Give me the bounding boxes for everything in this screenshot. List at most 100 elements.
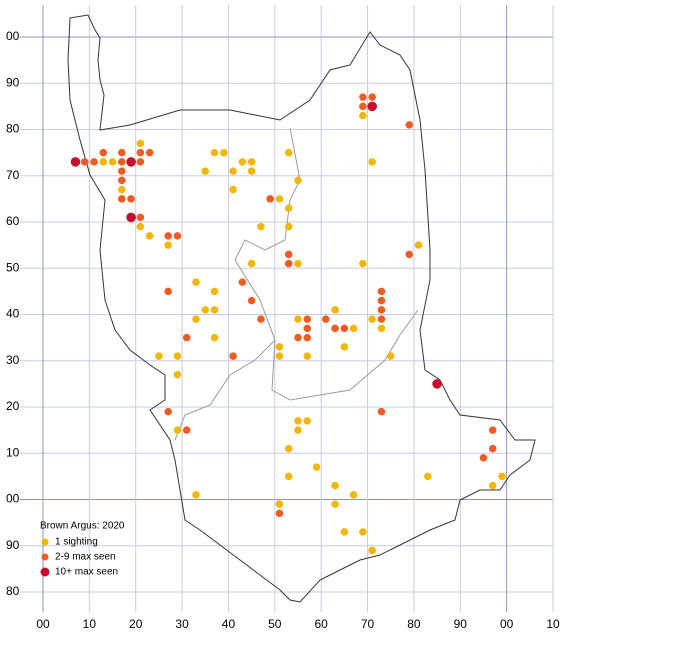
sighting-dot (368, 93, 376, 101)
y-tick-label: 50 (6, 260, 20, 274)
sighting-dot (359, 259, 367, 268)
legend-marker (41, 553, 49, 561)
sighting-dot (192, 278, 200, 286)
sighting-dot (247, 167, 256, 175)
x-tick-label: 60 (315, 617, 329, 631)
sighting-dot (192, 491, 200, 499)
sighting-dot (359, 528, 367, 536)
sighting-dot (118, 148, 126, 157)
sighting-dot (275, 343, 284, 351)
sighting-dot (155, 352, 163, 360)
sighting-dot (303, 417, 312, 425)
sighting-dot (164, 232, 172, 240)
sighting-dot (284, 259, 293, 268)
sighting-dot (108, 158, 117, 166)
sighting-dot (257, 222, 265, 231)
sighting-dot (284, 204, 293, 212)
sighting-dot (377, 324, 386, 333)
x-tick-label: 00 (36, 617, 50, 631)
sighting-dot (136, 158, 145, 166)
sighting-dot (284, 444, 293, 453)
sighting-dot (99, 158, 108, 166)
sighting-dot (377, 296, 386, 305)
sighting-dot (331, 481, 339, 490)
sighting-dot (331, 324, 339, 333)
sighting-dot (414, 241, 423, 249)
sighting-dot (201, 167, 210, 175)
sighting-dot (182, 333, 191, 342)
legend-label: 1 sighting (55, 537, 98, 548)
sighting-dot (284, 222, 293, 231)
legend-marker (41, 538, 49, 546)
sighting-dot (247, 259, 256, 268)
sighting-dot (368, 315, 376, 323)
sighting-dot (126, 212, 136, 223)
sighting-dot (432, 379, 442, 389)
x-tick-label: 50 (268, 617, 282, 631)
y-tick-label: 20 (6, 399, 20, 413)
sighting-dot (377, 315, 386, 323)
sighting-dot (284, 148, 293, 157)
sighting-dot (498, 472, 506, 481)
sighting-dot (70, 157, 81, 167)
sighting-dot (164, 407, 172, 416)
sighting-dot (118, 167, 126, 175)
x-tick-label: 70 (361, 617, 375, 631)
x-tick-label: 00 (500, 617, 514, 631)
grid: 00 90 80 70 60 50 40 30 20 10 00 90 80 00 10 20 30 40 50 60… (6, 5, 560, 631)
sighting-dot (247, 296, 256, 305)
y-tick-label: 70 (6, 168, 20, 182)
sighting-dot (312, 463, 321, 471)
sighting-dot (488, 444, 497, 453)
x-tick-label: 30 (175, 617, 189, 631)
sighting-dot (359, 111, 367, 120)
sighting-dot (294, 259, 302, 268)
sighting-dot (284, 250, 293, 259)
x-tick-label: 10 (546, 617, 560, 631)
sighting-dot (488, 481, 497, 490)
sighting-dot (294, 315, 302, 323)
sighting-dot (424, 472, 432, 481)
sighting-dot (90, 158, 98, 166)
sighting-dot (238, 158, 247, 166)
sighting-dot (275, 509, 284, 518)
y-tick-label: 90 (6, 75, 20, 89)
sighting-dot (284, 472, 293, 481)
sighting-dot (377, 287, 386, 296)
sighting-dot (210, 333, 219, 342)
legend-label: 10+ max seen (55, 567, 118, 578)
sighting-dot (136, 222, 145, 231)
sighting-dot (368, 158, 376, 166)
sighting-dot (210, 306, 219, 314)
sighting-dot (136, 139, 145, 148)
sighting-dot (340, 528, 349, 536)
sighting-dot (294, 426, 302, 434)
legend-marker (40, 567, 50, 577)
y-tick-label: 40 (6, 307, 20, 321)
sighting-dot (136, 213, 145, 222)
sighting-dot (80, 158, 89, 166)
sighting-dot (322, 315, 330, 323)
sighting-dot (275, 352, 284, 360)
sighting-dot (275, 195, 284, 203)
sighting-dot (294, 417, 302, 425)
sighting-dot (377, 407, 386, 416)
sighting-dot (164, 241, 172, 249)
sighting-dot (405, 250, 414, 259)
sighting-dot (238, 278, 247, 286)
legend-title: Brown Argus: 2020 (40, 521, 125, 532)
sighting-dot (229, 185, 237, 194)
sighting-dot (210, 287, 219, 296)
sighting-dot (331, 306, 339, 314)
x-tick-label: 90 (454, 617, 468, 631)
sighting-dot (349, 491, 358, 499)
dots (70, 93, 506, 555)
sighting-dot (359, 93, 367, 101)
y-tick-label: 90 (6, 538, 20, 552)
legend-label: 2-9 max seen (55, 552, 116, 563)
sighting-dot (303, 333, 312, 342)
sighting-dot (173, 370, 182, 379)
sighting-dot (136, 148, 145, 157)
sighting-dot (99, 148, 108, 157)
